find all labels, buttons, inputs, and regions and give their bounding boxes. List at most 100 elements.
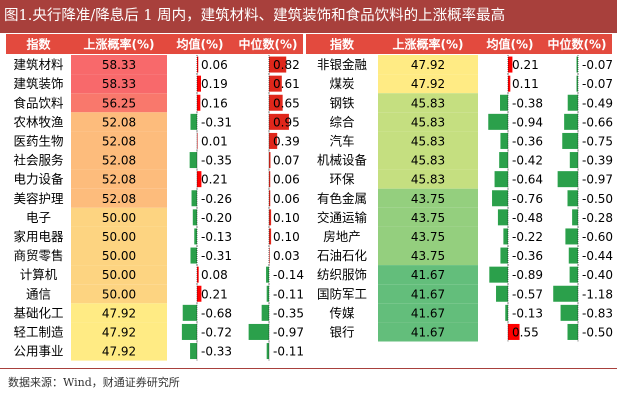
mean-bar — [505, 304, 508, 321]
median-label: -1.18 — [582, 287, 613, 301]
median-bar — [565, 228, 578, 245]
header-cell — [378, 34, 478, 54]
row-name: 基础化工 — [13, 305, 63, 320]
median-label: 0.06 — [273, 192, 300, 206]
median-label: -0.83 — [582, 306, 613, 320]
mean-label: -0.31 — [201, 115, 232, 129]
mean-label: -0.38 — [512, 96, 543, 110]
mean-bar — [181, 323, 197, 340]
mean-label: -0.76 — [512, 192, 543, 206]
prob-label: 47.92 — [411, 77, 445, 91]
prob-label: 50.00 — [102, 211, 136, 225]
row-name: 商贸零售 — [13, 248, 63, 263]
prob-cell — [378, 55, 478, 75]
prob-label: 50.00 — [102, 268, 136, 282]
median-bar — [569, 266, 578, 283]
prob-cell — [71, 74, 167, 94]
row-name: 交通运输 — [317, 210, 368, 225]
mean-label: -0.36 — [512, 134, 543, 148]
prob-cell — [378, 265, 478, 285]
mean-bar — [197, 285, 202, 302]
prob-label: 58.33 — [102, 58, 136, 72]
row-name: 电力设备 — [13, 172, 64, 187]
column-header: 均值(%) — [487, 37, 534, 52]
prob-label: 43.75 — [411, 192, 445, 206]
column-header: 均值(%) — [177, 37, 224, 52]
median-label: 0.07 — [273, 154, 300, 168]
row-name: 机械设备 — [317, 153, 368, 168]
prob-cell — [378, 188, 478, 208]
median-label: 0.03 — [273, 249, 300, 263]
prob-cell — [71, 112, 167, 132]
row-name: 煤炭 — [329, 76, 354, 91]
median-bar — [562, 132, 578, 149]
prob-label: 58.33 — [102, 77, 136, 91]
row-name: 美容护理 — [13, 191, 64, 206]
mean-bar — [499, 152, 508, 169]
prob-label: 43.75 — [411, 249, 445, 263]
median-label: -0.07 — [582, 77, 613, 91]
prob-cell — [71, 150, 167, 170]
row-name: 建筑装饰 — [13, 76, 63, 91]
prob-cell — [378, 150, 478, 170]
mean-bar — [182, 304, 197, 321]
mean-label: -0.20 — [201, 211, 232, 225]
prob-cell — [71, 265, 167, 285]
median-bar — [560, 304, 578, 321]
prob-label: 41.67 — [411, 287, 445, 301]
prob-cell — [378, 112, 478, 132]
median-bar — [269, 209, 272, 226]
column-header: 指数 — [26, 37, 51, 52]
mean-bar — [190, 247, 197, 264]
median-label: -0.40 — [582, 268, 613, 282]
prob-label: 50.00 — [102, 230, 136, 244]
prob-label: 50.00 — [102, 287, 136, 301]
median-label: -0.28 — [582, 211, 613, 225]
prob-label: 52.08 — [102, 115, 136, 129]
prob-cell — [71, 322, 167, 342]
prob-cell — [71, 93, 167, 113]
median-label: -0.66 — [582, 115, 613, 129]
median-bar — [269, 113, 289, 130]
median-label: 0.61 — [273, 77, 300, 91]
median-bar — [576, 56, 578, 73]
mean-label: -0.42 — [512, 154, 543, 168]
row-name: 家用电器 — [13, 229, 64, 244]
median-label: -0.14 — [273, 268, 304, 282]
prob-label: 41.67 — [411, 306, 445, 320]
prob-label: 47.92 — [102, 325, 136, 339]
prob-cell — [378, 246, 478, 266]
median-bar — [567, 190, 578, 207]
mean-bar — [197, 266, 199, 283]
row-name: 汽车 — [329, 133, 354, 148]
mean-label: -0.36 — [512, 249, 543, 263]
mean-bar — [197, 56, 199, 73]
prob-label: 52.08 — [102, 154, 136, 168]
median-label: -0.35 — [273, 306, 304, 320]
header-cell — [306, 34, 378, 54]
column-header: 中位数(%) — [548, 37, 607, 52]
prob-cell — [378, 284, 478, 304]
mean-bar — [197, 132, 198, 149]
mean-label: -0.48 — [512, 211, 543, 225]
median-label: 0.95 — [273, 115, 300, 129]
mean-label: -0.89 — [512, 268, 543, 282]
prob-label: 45.83 — [411, 115, 445, 129]
median-bar — [269, 228, 272, 245]
mean-label: -0.13 — [512, 306, 543, 320]
prob-label: 45.83 — [411, 173, 445, 187]
mean-label: 0.08 — [201, 268, 228, 282]
row-name: 轻工制造 — [13, 324, 64, 339]
mean-bar — [492, 190, 508, 207]
mean-bar — [194, 228, 197, 245]
mean-bar — [508, 323, 520, 340]
mean-label: 0.16 — [201, 96, 228, 110]
median-label: -0.60 — [582, 230, 613, 244]
mean-label: -0.68 — [201, 306, 232, 320]
median-label: -0.11 — [273, 345, 304, 359]
mean-bar — [197, 171, 202, 188]
median-label: -0.49 — [582, 96, 613, 110]
mean-label: 0.55 — [512, 325, 539, 339]
median-label: -0.50 — [582, 325, 613, 339]
prob-label: 52.08 — [102, 134, 136, 148]
